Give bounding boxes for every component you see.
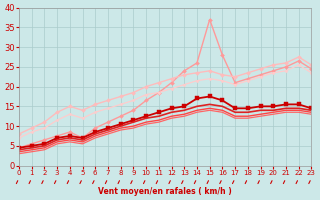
X-axis label: Vent moyen/en rafales ( km/h ): Vent moyen/en rafales ( km/h ) (98, 187, 232, 196)
